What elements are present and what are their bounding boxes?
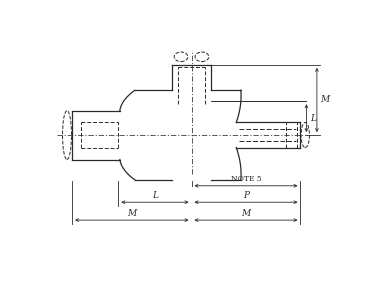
Text: M: M <box>321 95 330 105</box>
Text: P: P <box>243 192 249 200</box>
Text: L: L <box>310 114 316 123</box>
Text: L: L <box>152 192 158 200</box>
Text: M: M <box>241 209 250 218</box>
Text: M: M <box>127 209 136 218</box>
Text: NOTE 5: NOTE 5 <box>231 175 261 183</box>
